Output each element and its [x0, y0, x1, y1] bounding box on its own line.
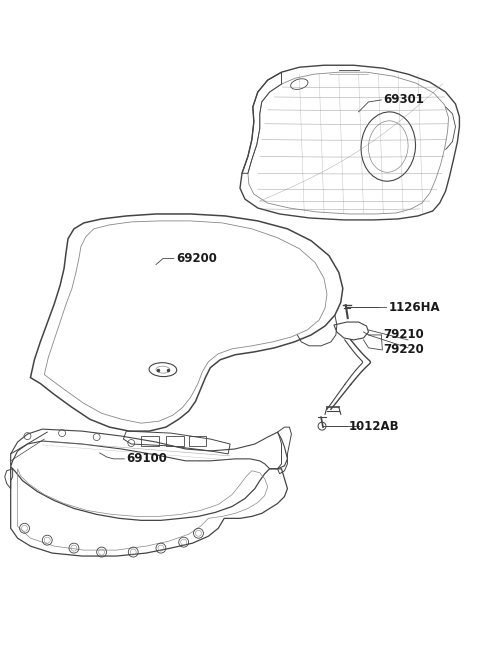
Text: 69200: 69200 — [176, 252, 216, 265]
Bar — [141, 436, 159, 446]
Text: 69301: 69301 — [384, 94, 424, 107]
Text: 69100: 69100 — [126, 453, 167, 465]
Text: 79210: 79210 — [384, 328, 424, 341]
Bar — [166, 436, 184, 446]
Bar — [189, 436, 206, 446]
Text: 1012AB: 1012AB — [349, 420, 399, 433]
Text: 1126HA: 1126HA — [388, 301, 440, 314]
Text: 79220: 79220 — [384, 343, 424, 356]
